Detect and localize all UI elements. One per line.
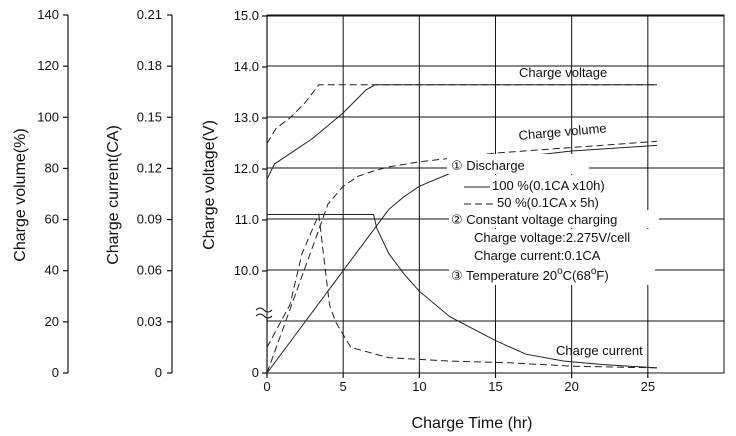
x-tick-label: 20: [564, 379, 578, 394]
charge-voltage-axis-title: Charge voltage(V): [201, 120, 218, 250]
series-voltage-solid: [266, 84, 657, 180]
series-volume-dashed: [266, 140, 658, 374]
current-tick-label: 0.21: [137, 7, 162, 22]
x-axis-title: Charge Time (hr): [412, 415, 533, 432]
current-tick-label: 0.03: [137, 314, 162, 329]
x-axis: 0 5 10 15 20 25: [263, 373, 655, 394]
volume-tick-label: 40: [45, 263, 59, 278]
x-tick-label: 0: [263, 379, 270, 394]
charge-volume-axis: 140 120 100 80 60 40 20 0: [37, 7, 69, 380]
current-tick-label: 0.09: [137, 212, 162, 227]
legend-item2-line1: Charge voltage:2.275V/cell: [474, 230, 630, 245]
x-tick-label: 5: [340, 379, 347, 394]
legend: ① Discharge 100 %(0.1CA x10h) 50 %(0.1CA…: [447, 154, 667, 285]
voltage-tick-label: 13.0: [234, 110, 259, 125]
legend-item1-solid: 100 %(0.1CA x10h): [492, 178, 605, 193]
volume-tick-label: 0: [52, 365, 59, 380]
series-current-solid: [267, 214, 658, 369]
legend-bg-3: [449, 210, 659, 228]
charge-current-axis: 0.21 0.18 0.15 0.12 0.09 0.06 0.03 0: [137, 7, 173, 380]
x-tick-label: 15: [488, 379, 502, 394]
legend-bg-5: [449, 265, 655, 285]
charge-current-axis-title: Charge current(CA): [105, 125, 122, 265]
voltage-tick-label: 14.0: [234, 59, 259, 74]
volume-tick-label: 100: [37, 109, 59, 124]
axis-break-mark: [255, 307, 273, 319]
series-voltage-dashed: [266, 84, 657, 144]
voltage-tick-label: 11.0: [235, 212, 259, 227]
legend-item3-degree-2: o: [591, 266, 597, 277]
series-volume-solid: [266, 144, 658, 374]
legend-item3-title: ③ Temperature 20: [451, 268, 557, 283]
volume-tick-label: 140: [37, 7, 59, 22]
voltage-tick-label: 15.0: [234, 8, 259, 23]
curve-label-charge-voltage: Charge voltage: [519, 65, 607, 80]
legend-item2-title: ② Constant voltage charging: [451, 212, 617, 227]
x-tick-label: 25: [641, 379, 655, 394]
legend-item1-title: ① Discharge: [451, 158, 525, 173]
volume-tick-label: 120: [37, 58, 59, 73]
x-tick-label: 10: [412, 379, 426, 394]
voltage-tick-label: 10.0: [234, 263, 259, 278]
current-tick-label: 0.18: [137, 58, 162, 73]
legend-bg-1: [447, 154, 589, 174]
charge-volume-axis-title: Charge volume(%): [12, 128, 29, 261]
current-tick-label: 0.15: [137, 109, 162, 124]
curve-label-charge-volume: Charge volume: [518, 120, 607, 143]
legend-item3: ③ Temperature 20oC(68oF): [451, 266, 609, 283]
voltage-tick-label: 12.0: [234, 161, 259, 176]
series-current-dashed: [266, 212, 658, 369]
legend-item3-mid: C(68: [563, 268, 591, 283]
current-tick-label: 0: [155, 365, 162, 380]
current-tick-label: 0.06: [137, 263, 162, 278]
curves: [266, 84, 658, 374]
legend-item3-degree-1: o: [557, 266, 563, 277]
volume-tick-label: 80: [45, 160, 59, 175]
voltage-tick-label: 0: [252, 365, 259, 380]
volume-tick-label: 20: [45, 314, 59, 329]
current-tick-label: 0.12: [137, 160, 162, 175]
volume-tick-label: 60: [45, 212, 59, 227]
charge-voltage-axis: 15.0 14.0 13.0 12.0 11.0 10.0 0: [234, 8, 273, 380]
curve-label-charge-current: Charge current: [556, 343, 643, 358]
legend-item2-line2: Charge current:0.1CA: [474, 248, 601, 263]
legend-bg-4: [471, 229, 667, 265]
legend-item3-end: F): [596, 268, 608, 283]
legend-bg-2: [459, 175, 607, 211]
legend-item1-dashed: 50 %(0.1CA x 5h): [497, 195, 599, 210]
